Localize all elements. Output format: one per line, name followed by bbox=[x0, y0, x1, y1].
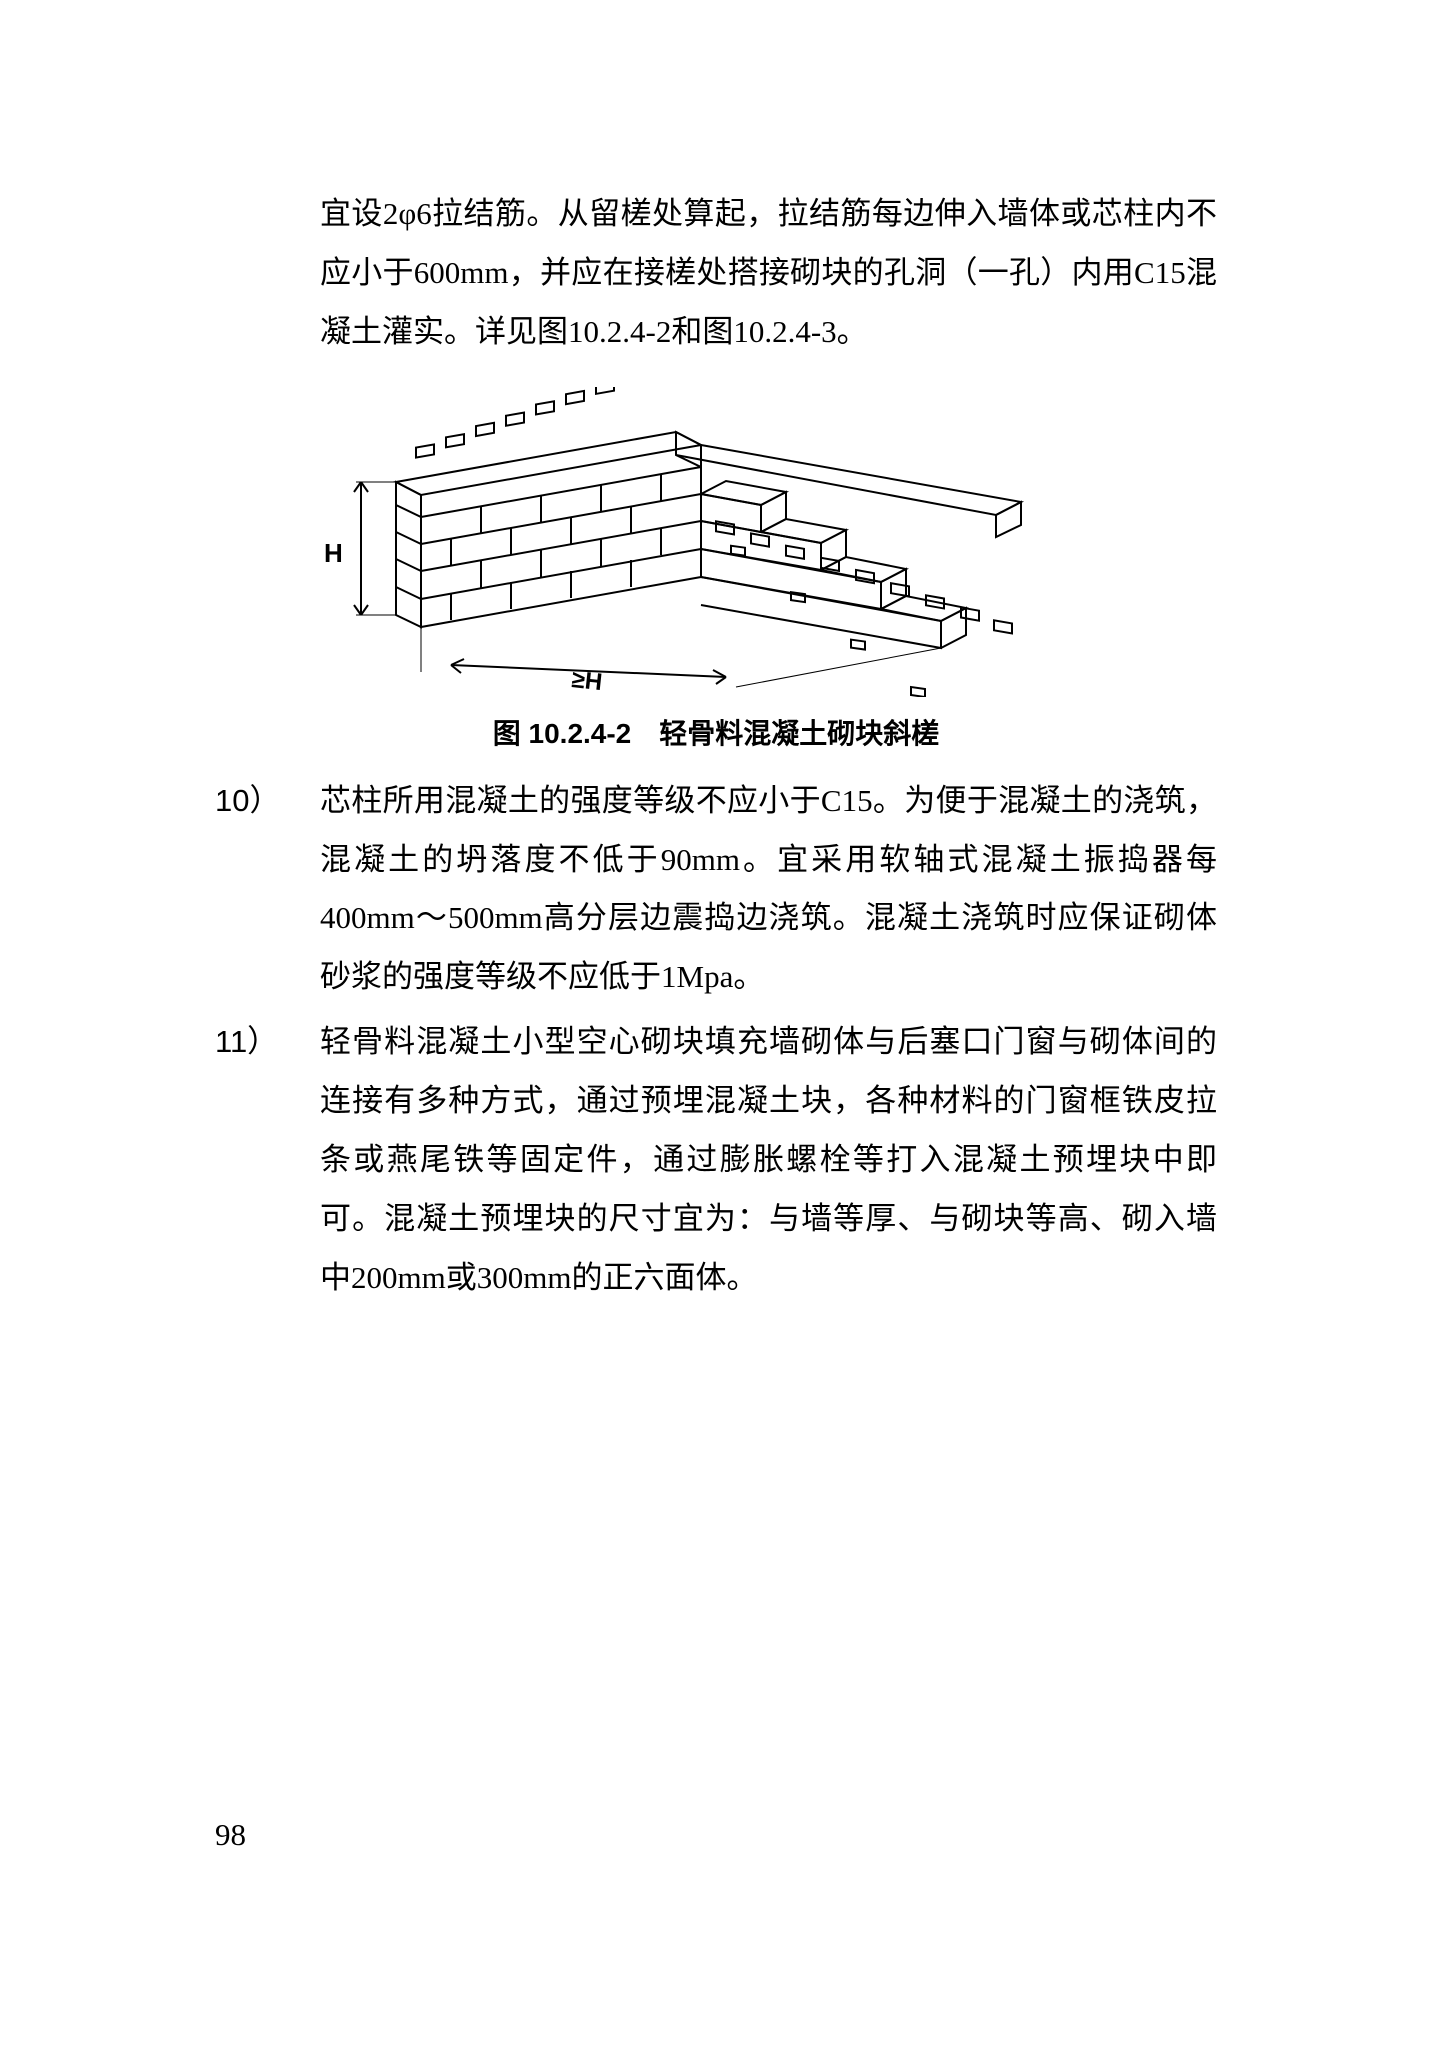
list-item: 10） 芯柱所用混凝土的强度等级不应小于C15。为便于混凝土的浇筑，混凝土的坍落… bbox=[215, 772, 1217, 1008]
list-number-11: 11） bbox=[215, 1013, 320, 1307]
list-content-10: 芯柱所用混凝土的强度等级不应小于C15。为便于混凝土的浇筑，混凝土的坍落度不低于… bbox=[320, 772, 1217, 1008]
dim-label-geh: ≥H bbox=[570, 666, 603, 696]
continuation-paragraph: 宜设2φ6拉结筋。从留槎处算起，拉结筋每边伸入墙体或芯柱内不应小于600mm，并… bbox=[320, 185, 1217, 362]
block-wall-diagram: H ≥H bbox=[306, 387, 1126, 697]
list-number-10: 10） bbox=[215, 772, 320, 1008]
figure-container: H ≥H bbox=[215, 387, 1217, 702]
page-number: 98 bbox=[215, 1817, 246, 1853]
figure-caption: 图 10.2.4-2 轻骨料混凝土砌块斜槎 bbox=[215, 712, 1217, 752]
list-item: 11） 轻骨料混凝土小型空心砌块填充墙砌体与后塞口门窗与砌体间的连接有多种方式，… bbox=[215, 1013, 1217, 1307]
list-content-11: 轻骨料混凝土小型空心砌块填充墙砌体与后塞口门窗与砌体间的连接有多种方式，通过预埋… bbox=[320, 1013, 1217, 1307]
dim-label-h: H bbox=[324, 538, 343, 568]
page-container: 宜设2φ6拉结筋。从留槎处算起，拉结筋每边伸入墙体或芯柱内不应小于600mm，并… bbox=[0, 0, 1432, 1308]
